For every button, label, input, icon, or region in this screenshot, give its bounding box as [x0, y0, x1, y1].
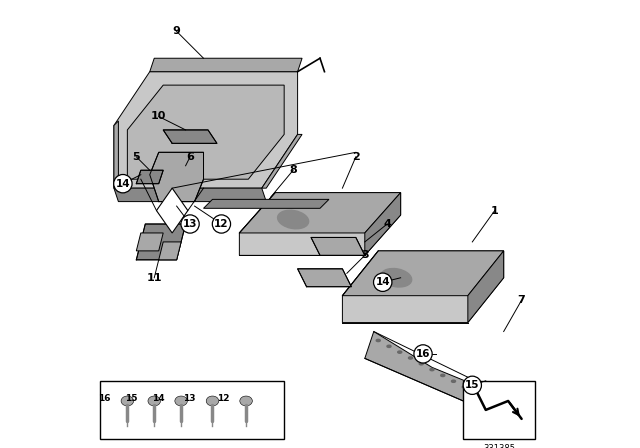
Ellipse shape: [121, 396, 134, 406]
Ellipse shape: [408, 357, 413, 359]
Ellipse shape: [148, 396, 161, 406]
Ellipse shape: [419, 363, 423, 365]
Ellipse shape: [462, 386, 467, 388]
Polygon shape: [365, 332, 531, 430]
Text: 5: 5: [132, 152, 140, 162]
Text: 9: 9: [173, 26, 180, 36]
Text: 13: 13: [183, 219, 197, 229]
Text: 11: 11: [147, 273, 162, 283]
Polygon shape: [159, 242, 181, 260]
Ellipse shape: [376, 340, 380, 342]
Ellipse shape: [381, 268, 412, 287]
Polygon shape: [136, 233, 163, 251]
Polygon shape: [468, 251, 504, 323]
Polygon shape: [163, 130, 217, 143]
Text: 2: 2: [352, 152, 360, 162]
Ellipse shape: [484, 398, 488, 400]
Ellipse shape: [495, 403, 499, 406]
Polygon shape: [114, 72, 298, 188]
Polygon shape: [239, 193, 401, 255]
Text: 16: 16: [416, 349, 430, 359]
Ellipse shape: [516, 415, 520, 418]
Polygon shape: [114, 188, 266, 202]
Ellipse shape: [278, 210, 308, 229]
Polygon shape: [239, 193, 401, 233]
Polygon shape: [365, 193, 401, 255]
Ellipse shape: [505, 409, 509, 411]
Polygon shape: [156, 188, 188, 233]
Text: 16: 16: [99, 394, 111, 403]
Polygon shape: [342, 251, 504, 296]
Ellipse shape: [240, 396, 252, 406]
Text: 15: 15: [465, 380, 479, 390]
Text: 331385: 331385: [483, 444, 515, 448]
Polygon shape: [204, 199, 329, 208]
Text: 1: 1: [491, 206, 499, 215]
Polygon shape: [262, 134, 302, 188]
Polygon shape: [136, 170, 163, 184]
Text: 12: 12: [214, 219, 228, 229]
Bar: [463, 381, 535, 439]
Text: 14: 14: [116, 179, 130, 189]
Ellipse shape: [441, 375, 445, 376]
Text: 12: 12: [217, 394, 230, 403]
Text: 4: 4: [383, 219, 391, 229]
Polygon shape: [127, 85, 284, 179]
Bar: [100, 381, 284, 439]
Text: 13: 13: [184, 394, 196, 403]
Text: 8: 8: [289, 165, 297, 175]
Ellipse shape: [397, 351, 402, 353]
Text: 14: 14: [152, 394, 164, 403]
Text: 15: 15: [125, 394, 138, 403]
Ellipse shape: [175, 396, 188, 406]
Ellipse shape: [206, 396, 219, 406]
Ellipse shape: [387, 345, 391, 348]
Polygon shape: [136, 224, 186, 260]
Text: 7: 7: [518, 295, 525, 305]
Ellipse shape: [473, 392, 477, 394]
Ellipse shape: [430, 368, 434, 371]
Polygon shape: [150, 152, 204, 202]
Polygon shape: [342, 251, 504, 323]
Text: 10: 10: [151, 112, 166, 121]
Polygon shape: [150, 58, 302, 72]
Ellipse shape: [451, 380, 456, 383]
Text: 14: 14: [376, 277, 390, 287]
Polygon shape: [114, 121, 118, 188]
Polygon shape: [311, 237, 365, 255]
Polygon shape: [298, 269, 351, 287]
Text: 3: 3: [361, 250, 369, 260]
Text: 6: 6: [186, 152, 194, 162]
